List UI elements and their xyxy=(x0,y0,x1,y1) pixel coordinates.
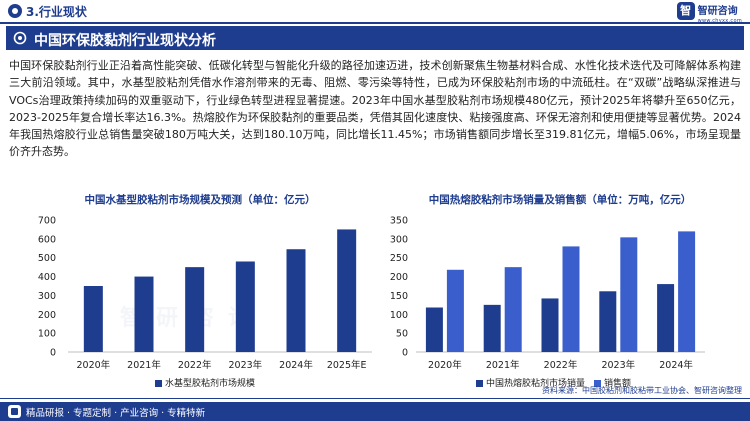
brand-name: 智研咨询 xyxy=(697,5,738,17)
bar-series2 xyxy=(562,246,580,352)
chart2-title: 中国热熔胶粘剂市场销量及销售额（单位：万吨，亿元） xyxy=(428,194,692,206)
y-tick-label: 150 xyxy=(390,291,408,302)
bar-series1 xyxy=(134,276,154,352)
y-tick-label: 50 xyxy=(396,329,408,340)
x-tick-label: 2020年 xyxy=(76,359,110,371)
x-tick-label: 2024年 xyxy=(659,359,693,371)
brand-logo-icon: 智 xyxy=(676,2,695,20)
x-tick-label: 2023年 xyxy=(601,359,635,371)
legend-swatch xyxy=(594,380,601,387)
section-marker-icon xyxy=(8,4,22,18)
footer-bar: 精品研报 · 专题定制 · 产业咨询 · 专精特新 xyxy=(0,402,750,421)
brand-logo: 智 智研咨询 www.chyxx.com xyxy=(676,2,742,24)
legend-label: 销售额 xyxy=(604,377,631,389)
y-tick-label: 300 xyxy=(38,291,56,302)
y-tick-label: 300 xyxy=(390,234,408,245)
top-header: 3.行业现状 智 智研咨询 www.chyxx.com xyxy=(0,0,750,24)
footer-logo-icon xyxy=(8,405,21,418)
x-tick-label: 2021年 xyxy=(486,359,520,371)
bar-series1 xyxy=(286,249,306,352)
bar-series1 xyxy=(337,229,357,352)
bar-series2 xyxy=(446,269,464,352)
x-tick-label: 2022年 xyxy=(178,359,212,371)
y-tick-label: 400 xyxy=(38,272,56,283)
bar-series1 xyxy=(483,304,501,352)
bar-series2 xyxy=(620,237,638,352)
x-tick-label: 2022年 xyxy=(544,359,578,371)
x-tick-label: 2021年 xyxy=(127,359,161,371)
header-divider xyxy=(0,22,750,24)
y-tick-label: 600 xyxy=(38,234,56,245)
footer-divider xyxy=(0,398,750,399)
data-source: 资料来源：中国胶粘剂和胶粘带工业协会、智研咨询整理 xyxy=(542,386,742,395)
bar-series2 xyxy=(678,231,696,352)
legend-swatch xyxy=(476,380,483,387)
y-tick-label: 250 xyxy=(390,253,408,264)
chart2-hot-melt-market: 0 50 100 150 200 250 300 350 2020年 2021年 2022年 2023… xyxy=(390,216,705,389)
bar-series1 xyxy=(185,267,205,352)
y-tick-label: 350 xyxy=(390,216,408,227)
x-tick-label: 2023年 xyxy=(228,359,262,371)
banner-gear-icon xyxy=(13,31,27,45)
footer-slogan: 精品研报 · 专题定制 · 产业咨询 · 专精特新 xyxy=(26,408,206,419)
y-tick-label: 500 xyxy=(38,253,56,264)
bar-series1 xyxy=(235,261,255,352)
bar-series2 xyxy=(504,267,522,352)
y-tick-label: 0 xyxy=(402,348,408,359)
y-tick-label: 100 xyxy=(390,310,408,321)
analysis-paragraph: 中国环保胶黏剂行业正沿着高性能突破、低碳化转型与智能化升级的路径加速迈进，技术创… xyxy=(9,59,741,159)
page-title: 中国环保胶黏剂行业现状分析 xyxy=(34,33,216,49)
section-title: 3.行业现状 xyxy=(26,5,87,19)
bar-series1 xyxy=(425,307,443,352)
bar-series1 xyxy=(599,291,617,352)
y-tick-label: 700 xyxy=(38,216,56,227)
y-tick-label: 200 xyxy=(38,310,56,321)
title-banner: 中国环保胶黏剂行业现状分析 xyxy=(6,26,744,50)
legend-label: 中国热熔胶粘剂市场销量 xyxy=(486,377,585,389)
x-tick-label: 2024年 xyxy=(279,359,313,371)
y-tick-label: 0 xyxy=(50,348,56,359)
bar-series1 xyxy=(541,298,559,352)
x-tick-label: 2025年E xyxy=(327,359,367,371)
chart1-title: 中国水基型胶粘剂市场规模及预测（单位：亿元） xyxy=(84,194,316,206)
bar-series1 xyxy=(657,284,675,352)
legend-label: 水基型胶粘剂市场规模 xyxy=(165,377,255,389)
y-tick-label: 100 xyxy=(38,329,56,340)
y-tick-label: 200 xyxy=(390,272,408,283)
chart1-water-based-market: 0 100 200 300 400 500 600 700 2020年 2021年 2022年 202… xyxy=(38,216,372,389)
bar-series1 xyxy=(83,286,103,352)
brand-url: www.chyxx.com xyxy=(697,17,742,24)
x-tick-label: 2020年 xyxy=(428,359,462,371)
legend-swatch xyxy=(155,380,162,387)
